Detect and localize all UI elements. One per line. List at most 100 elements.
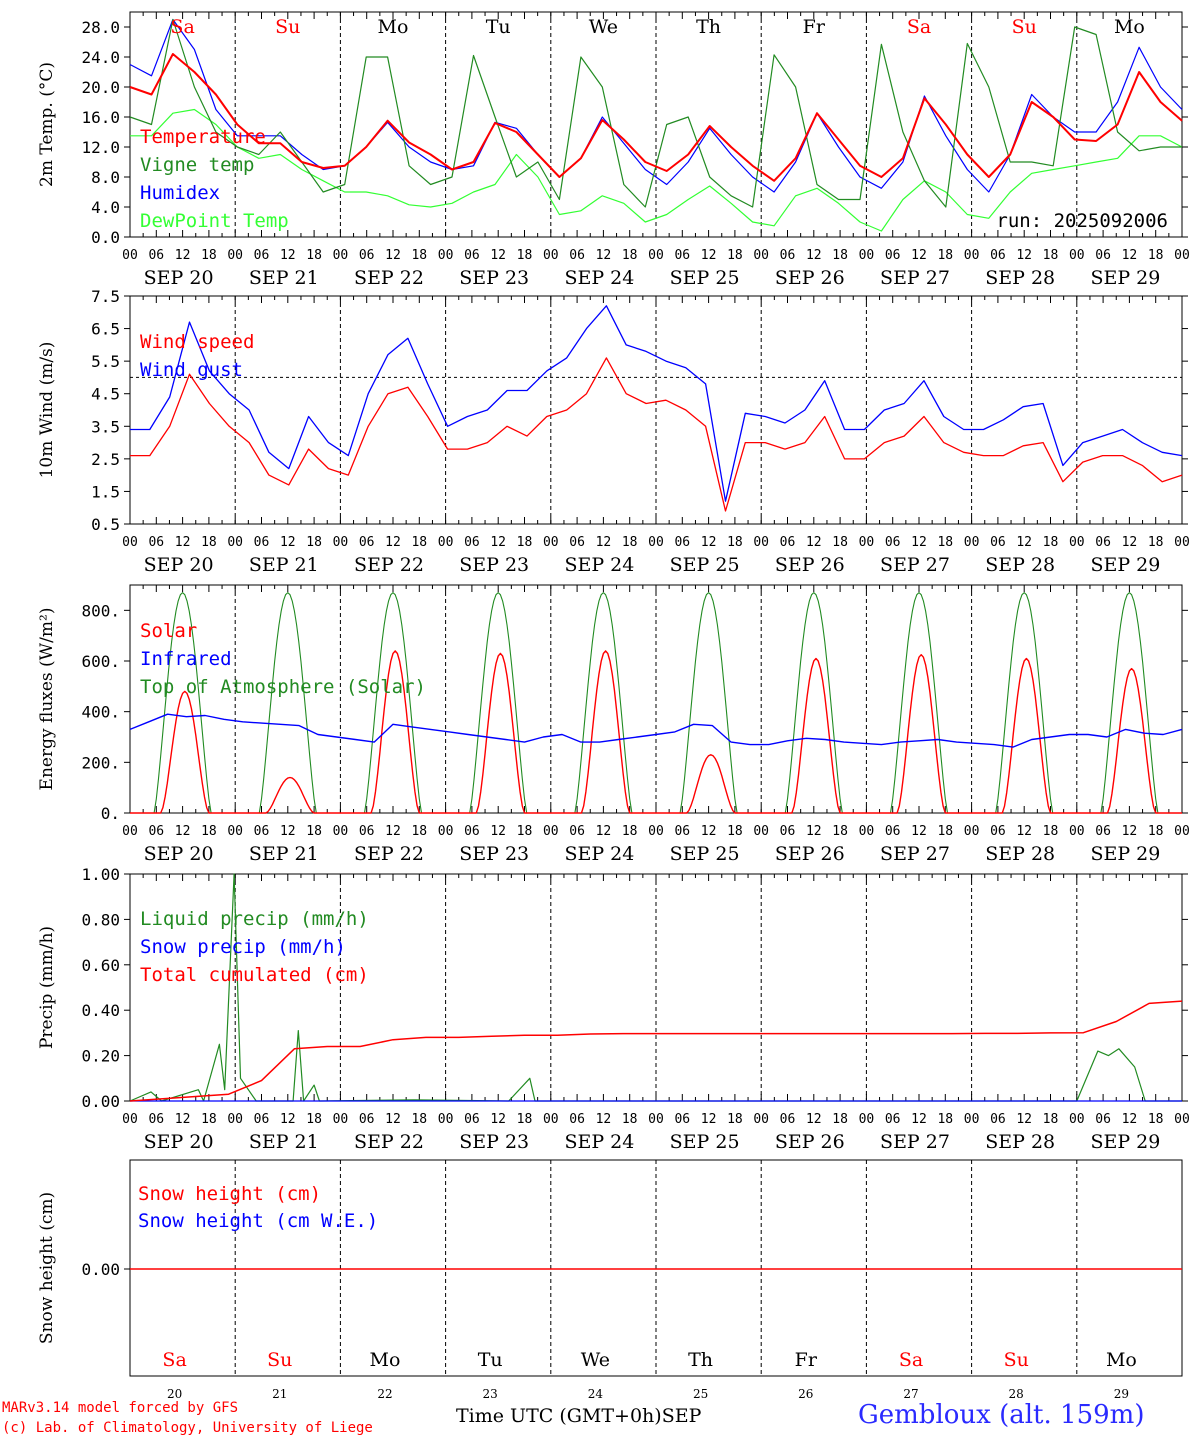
date-label: SEP 27 (880, 1131, 950, 1153)
y-axis-label: Precip (mm/h) (37, 926, 57, 1049)
series-line-temperature (129, 53, 1183, 182)
day-name-label: Mo (1114, 16, 1145, 38)
date-label: SEP 25 (670, 267, 740, 289)
hour-tick-label: 06 (885, 1112, 901, 1127)
day-number-label: 22 (377, 1387, 392, 1401)
hour-tick-label: 00 (227, 535, 243, 550)
day-number-label: 23 (483, 1387, 498, 1401)
day-name-label: We (581, 1349, 610, 1371)
hour-tick-label: 06 (569, 824, 585, 839)
hour-tick-label: 00 (753, 824, 769, 839)
day-name-label: We (589, 16, 618, 38)
hour-tick-label: 00 (753, 248, 769, 263)
hour-tick-label: 06 (1095, 1112, 1111, 1127)
hour-tick-label: 12 (175, 1112, 191, 1127)
hour-tick-label: 00 (543, 535, 559, 550)
legend-entry: Humidex (140, 182, 220, 204)
hour-tick-label: 00 (1174, 248, 1190, 263)
hour-tick-label: 06 (885, 824, 901, 839)
date-label: SEP 29 (1090, 843, 1160, 865)
hour-tick-label: 00 (333, 248, 349, 263)
hour-tick-label: 00 (648, 535, 664, 550)
hour-tick-label: 06 (254, 535, 270, 550)
hour-tick-label: 06 (674, 535, 690, 550)
y-tick-label: 3.5 (91, 417, 120, 436)
hour-tick-label: 12 (175, 535, 191, 550)
date-label: SEP 28 (985, 554, 1055, 576)
date-label: SEP 21 (249, 267, 319, 289)
hour-tick-label: 06 (464, 824, 480, 839)
hour-tick-label: 18 (1148, 1112, 1164, 1127)
hour-tick-label: 06 (148, 535, 164, 550)
hour-tick-label: 18 (622, 535, 638, 550)
hour-tick-label: 06 (464, 248, 480, 263)
date-label: SEP 23 (459, 554, 529, 576)
date-label: SEP 28 (985, 1131, 1055, 1153)
date-label: SEP 21 (249, 554, 319, 576)
hour-tick-label: 18 (937, 824, 953, 839)
hour-tick-label: 06 (148, 248, 164, 263)
hour-tick-label: 12 (280, 535, 296, 550)
hour-tick-label: 00 (1069, 535, 1085, 550)
hour-tick-label: 00 (543, 824, 559, 839)
y-tick-label: 0.00 (81, 1092, 120, 1111)
hour-tick-label: 06 (254, 248, 270, 263)
hour-tick-label: 18 (517, 248, 533, 263)
y-tick-label: 16.0 (81, 108, 120, 127)
hour-tick-label: 12 (701, 535, 717, 550)
date-label: SEP 22 (354, 267, 424, 289)
hour-tick-label: 18 (832, 248, 848, 263)
hour-tick-label: 06 (1095, 824, 1111, 839)
day-number-label: 25 (693, 1387, 708, 1401)
hour-tick-label: 12 (806, 824, 822, 839)
series-line-wind-speed (130, 357, 1183, 512)
hour-tick-label: 12 (911, 248, 927, 263)
hour-tick-label: 18 (832, 824, 848, 839)
date-label: SEP 26 (775, 554, 845, 576)
hour-tick-label: 12 (1122, 824, 1138, 839)
legend-entry: Snow height (cm W.E.) (138, 1210, 378, 1232)
legend-entry: Solar (140, 620, 197, 642)
hour-tick-label: 12 (175, 824, 191, 839)
hour-tick-label: 06 (780, 824, 796, 839)
hour-tick-label: 00 (122, 1112, 138, 1127)
date-label: SEP 23 (459, 267, 529, 289)
y-tick-label: 0.5 (91, 515, 120, 534)
hour-tick-label: 06 (990, 248, 1006, 263)
legend-entry: Wind speed (140, 331, 254, 353)
hour-tick-label: 06 (359, 535, 375, 550)
day-name-label: Sa (899, 1349, 923, 1371)
y-axis-label: 2m Temp. (°C) (37, 62, 57, 187)
hour-tick-label: 06 (254, 824, 270, 839)
hour-tick-label: 00 (964, 1112, 980, 1127)
date-label: SEP 29 (1090, 267, 1160, 289)
hour-tick-label: 18 (622, 824, 638, 839)
date-label: SEP 23 (459, 1131, 529, 1153)
hour-tick-label: 06 (780, 248, 796, 263)
hour-tick-label: 12 (490, 824, 506, 839)
y-tick-label: 800. (81, 601, 120, 620)
day-name-label: Sa (162, 1349, 186, 1371)
day-name-label: Mo (370, 1349, 401, 1371)
hour-tick-label: 00 (964, 535, 980, 550)
hour-tick-label: 18 (201, 248, 217, 263)
hour-tick-label: 12 (280, 248, 296, 263)
hour-tick-label: 12 (1122, 535, 1138, 550)
hour-tick-label: 12 (385, 1112, 401, 1127)
y-tick-label: 2.5 (91, 450, 120, 469)
date-label: SEP 26 (775, 843, 845, 865)
date-label: SEP 22 (354, 843, 424, 865)
hour-tick-label: 00 (438, 248, 454, 263)
date-label: SEP 26 (775, 267, 845, 289)
hour-tick-label: 00 (753, 1112, 769, 1127)
hour-tick-label: 06 (780, 1112, 796, 1127)
date-label: SEP 24 (564, 843, 634, 865)
hour-tick-label: 18 (201, 535, 217, 550)
hour-tick-label: 00 (1174, 1112, 1190, 1127)
hour-tick-label: 12 (701, 248, 717, 263)
y-tick-label: 0.80 (81, 910, 120, 929)
series-line-dewpoint-temp (130, 108, 1183, 232)
hour-tick-label: 18 (411, 824, 427, 839)
hour-tick-label: 18 (517, 535, 533, 550)
hour-tick-label: 18 (306, 535, 322, 550)
